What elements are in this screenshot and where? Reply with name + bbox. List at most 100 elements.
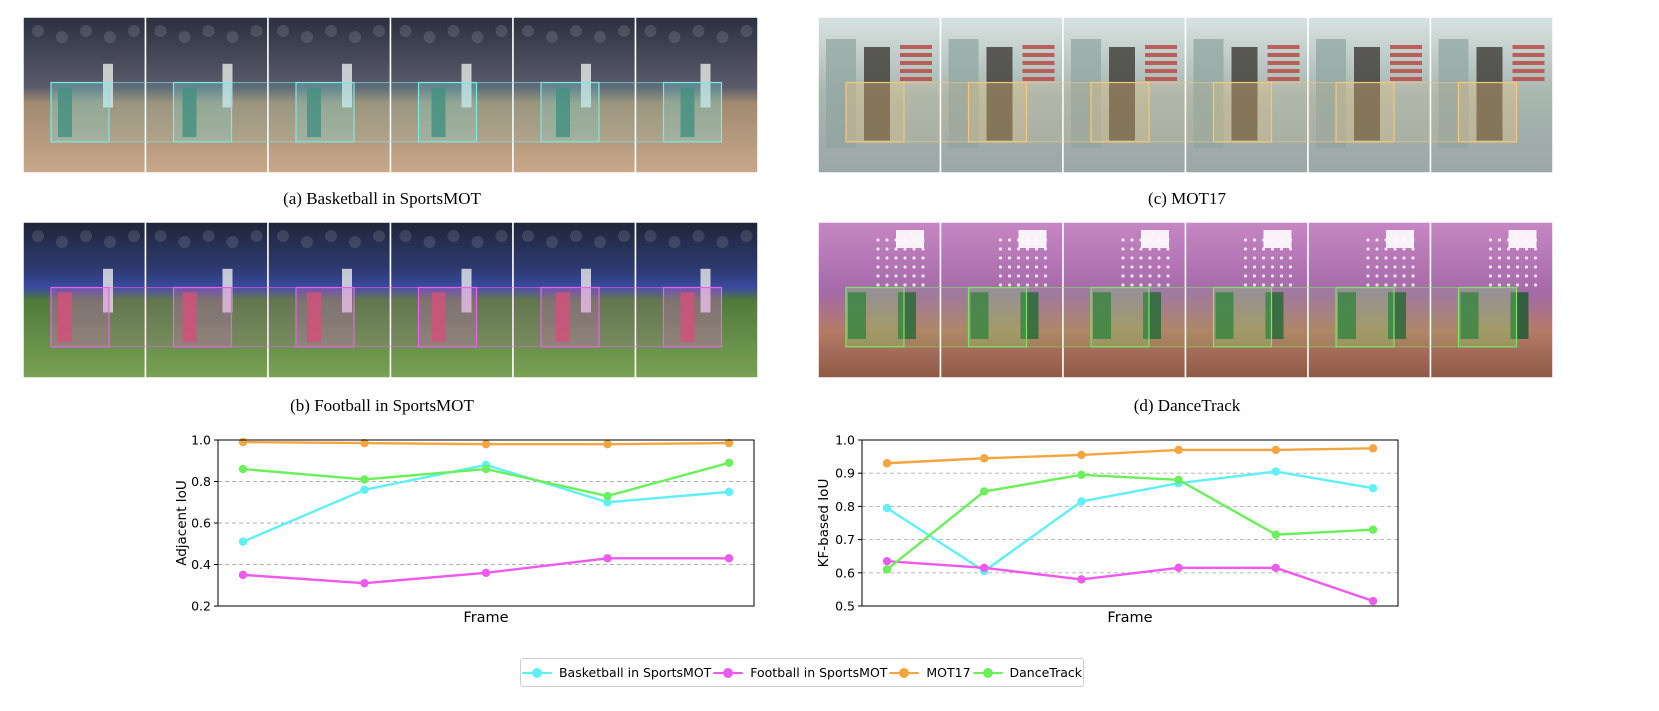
y-tick-label: 0.7 xyxy=(835,532,855,547)
data-point xyxy=(238,570,248,580)
video-frame xyxy=(1062,221,1187,379)
video-frame xyxy=(267,16,392,174)
chart1-y-ticks: 0.2 0.4 0.6 0.8 1.0 xyxy=(191,433,218,614)
chart2-xlabel: Frame xyxy=(1107,610,1152,626)
data-point xyxy=(603,439,612,449)
data-point xyxy=(882,503,892,513)
video-frame xyxy=(634,221,759,379)
tracking-box-band xyxy=(50,287,722,348)
legend-label-basketball: Basketball in SportsMOT xyxy=(558,665,712,680)
video-frame xyxy=(939,221,1064,379)
series-line xyxy=(886,447,1374,465)
data-point xyxy=(1368,525,1378,534)
data-point xyxy=(360,485,369,494)
data-point xyxy=(980,487,989,496)
data-point xyxy=(238,464,248,474)
caption-mot17: (c) MOT17 xyxy=(1148,189,1226,208)
kf-iou-chart: 0.5 0.6 0.7 0.8 0.9 1.0 Frame KF-based IoU xyxy=(816,433,1399,626)
series-line xyxy=(886,559,1374,603)
data-point xyxy=(1077,575,1086,584)
legend-swatch-basketball xyxy=(521,667,552,678)
data-point xyxy=(724,458,734,468)
y-tick-label: 0.9 xyxy=(835,466,855,481)
video-frame xyxy=(144,16,269,174)
tracking-box-band xyxy=(845,82,1517,143)
data-point xyxy=(1077,450,1086,460)
video-frame xyxy=(1429,16,1554,174)
series-mot17 xyxy=(882,444,1378,468)
video-frame xyxy=(22,16,147,174)
chart1-grid xyxy=(218,481,754,565)
legend-item-dancetrack: DanceTrack xyxy=(972,665,1082,680)
series-football-in-sportsmot xyxy=(238,554,734,588)
data-point xyxy=(1271,530,1281,539)
tracking-box-band xyxy=(50,82,722,143)
chart2-series xyxy=(882,444,1378,606)
video-frame xyxy=(1429,221,1554,379)
legend-label-mot17: MOT17 xyxy=(926,665,971,680)
video-frame xyxy=(939,16,1064,174)
caption-football: (b) Football in SportsMOT xyxy=(290,396,474,415)
data-point xyxy=(724,487,734,497)
chart2-ylabel: KF-based IoU xyxy=(816,479,832,568)
series-basketball-in-sportsmot xyxy=(238,460,734,546)
data-point xyxy=(1174,563,1183,573)
chart2-grid xyxy=(862,472,1398,574)
y-tick-label: 0.5 xyxy=(835,599,855,614)
data-point xyxy=(481,439,491,449)
legend-swatch-football xyxy=(713,667,744,678)
legend-item-mot17: MOT17 xyxy=(889,665,971,680)
data-point xyxy=(1368,596,1378,606)
legend: Basketball in SportsMOT Football in Spor… xyxy=(520,658,1084,687)
data-point xyxy=(1271,563,1281,573)
data-point xyxy=(360,438,369,448)
y-tick-label: 0.6 xyxy=(835,565,855,580)
series-basketball-in-sportsmot xyxy=(882,467,1378,576)
video-frame xyxy=(389,16,514,174)
y-tick-label: 0.4 xyxy=(191,557,211,572)
basketball-frame-strip xyxy=(22,16,759,174)
data-point xyxy=(882,459,892,468)
data-point xyxy=(603,554,612,563)
caption-basketball: (a) Basketball in SportsMOT xyxy=(283,189,481,208)
series-dancetrack xyxy=(882,470,1378,574)
video-frame xyxy=(817,16,942,174)
video-frame xyxy=(512,16,637,174)
data-point xyxy=(481,568,491,577)
data-point xyxy=(481,464,491,474)
y-tick-label: 1.0 xyxy=(835,433,855,448)
video-frame xyxy=(1062,16,1187,174)
data-point xyxy=(1271,445,1281,455)
chart1-series xyxy=(238,437,734,588)
data-point xyxy=(724,554,734,563)
data-point xyxy=(603,491,612,501)
chart2-frame xyxy=(861,439,1399,607)
data-point xyxy=(882,565,892,574)
video-frame xyxy=(1307,16,1432,174)
legend-swatch-mot17 xyxy=(889,667,920,678)
y-tick-label: 1.0 xyxy=(191,433,211,448)
data-point xyxy=(980,563,989,573)
football-frame-strip xyxy=(22,221,759,379)
data-point xyxy=(238,537,248,546)
y-tick-label: 0.8 xyxy=(191,474,211,489)
y-tick-label: 0.6 xyxy=(191,516,211,531)
video-frame xyxy=(1184,16,1309,174)
y-tick-label: 0.8 xyxy=(835,499,855,514)
series-dancetrack xyxy=(238,458,734,501)
legend-label-dancetrack: DanceTrack xyxy=(1009,665,1082,680)
data-point xyxy=(1174,475,1183,485)
caption-dancetrack: (d) DanceTrack xyxy=(1134,396,1241,415)
data-point xyxy=(1174,445,1183,455)
mot17-frame-strip xyxy=(817,16,1554,174)
data-point xyxy=(980,454,989,463)
y-tick-label: 0.2 xyxy=(191,599,211,614)
data-point xyxy=(603,498,612,507)
chart2-y-ticks: 0.5 0.6 0.7 0.8 0.9 1.0 xyxy=(835,433,862,614)
data-point xyxy=(1368,444,1378,453)
series-line xyxy=(886,473,1374,571)
data-point xyxy=(1077,497,1086,506)
chart1-ylabel: Adjacent IoU xyxy=(174,480,190,566)
legend-item-football: Football in SportsMOT xyxy=(713,665,887,680)
